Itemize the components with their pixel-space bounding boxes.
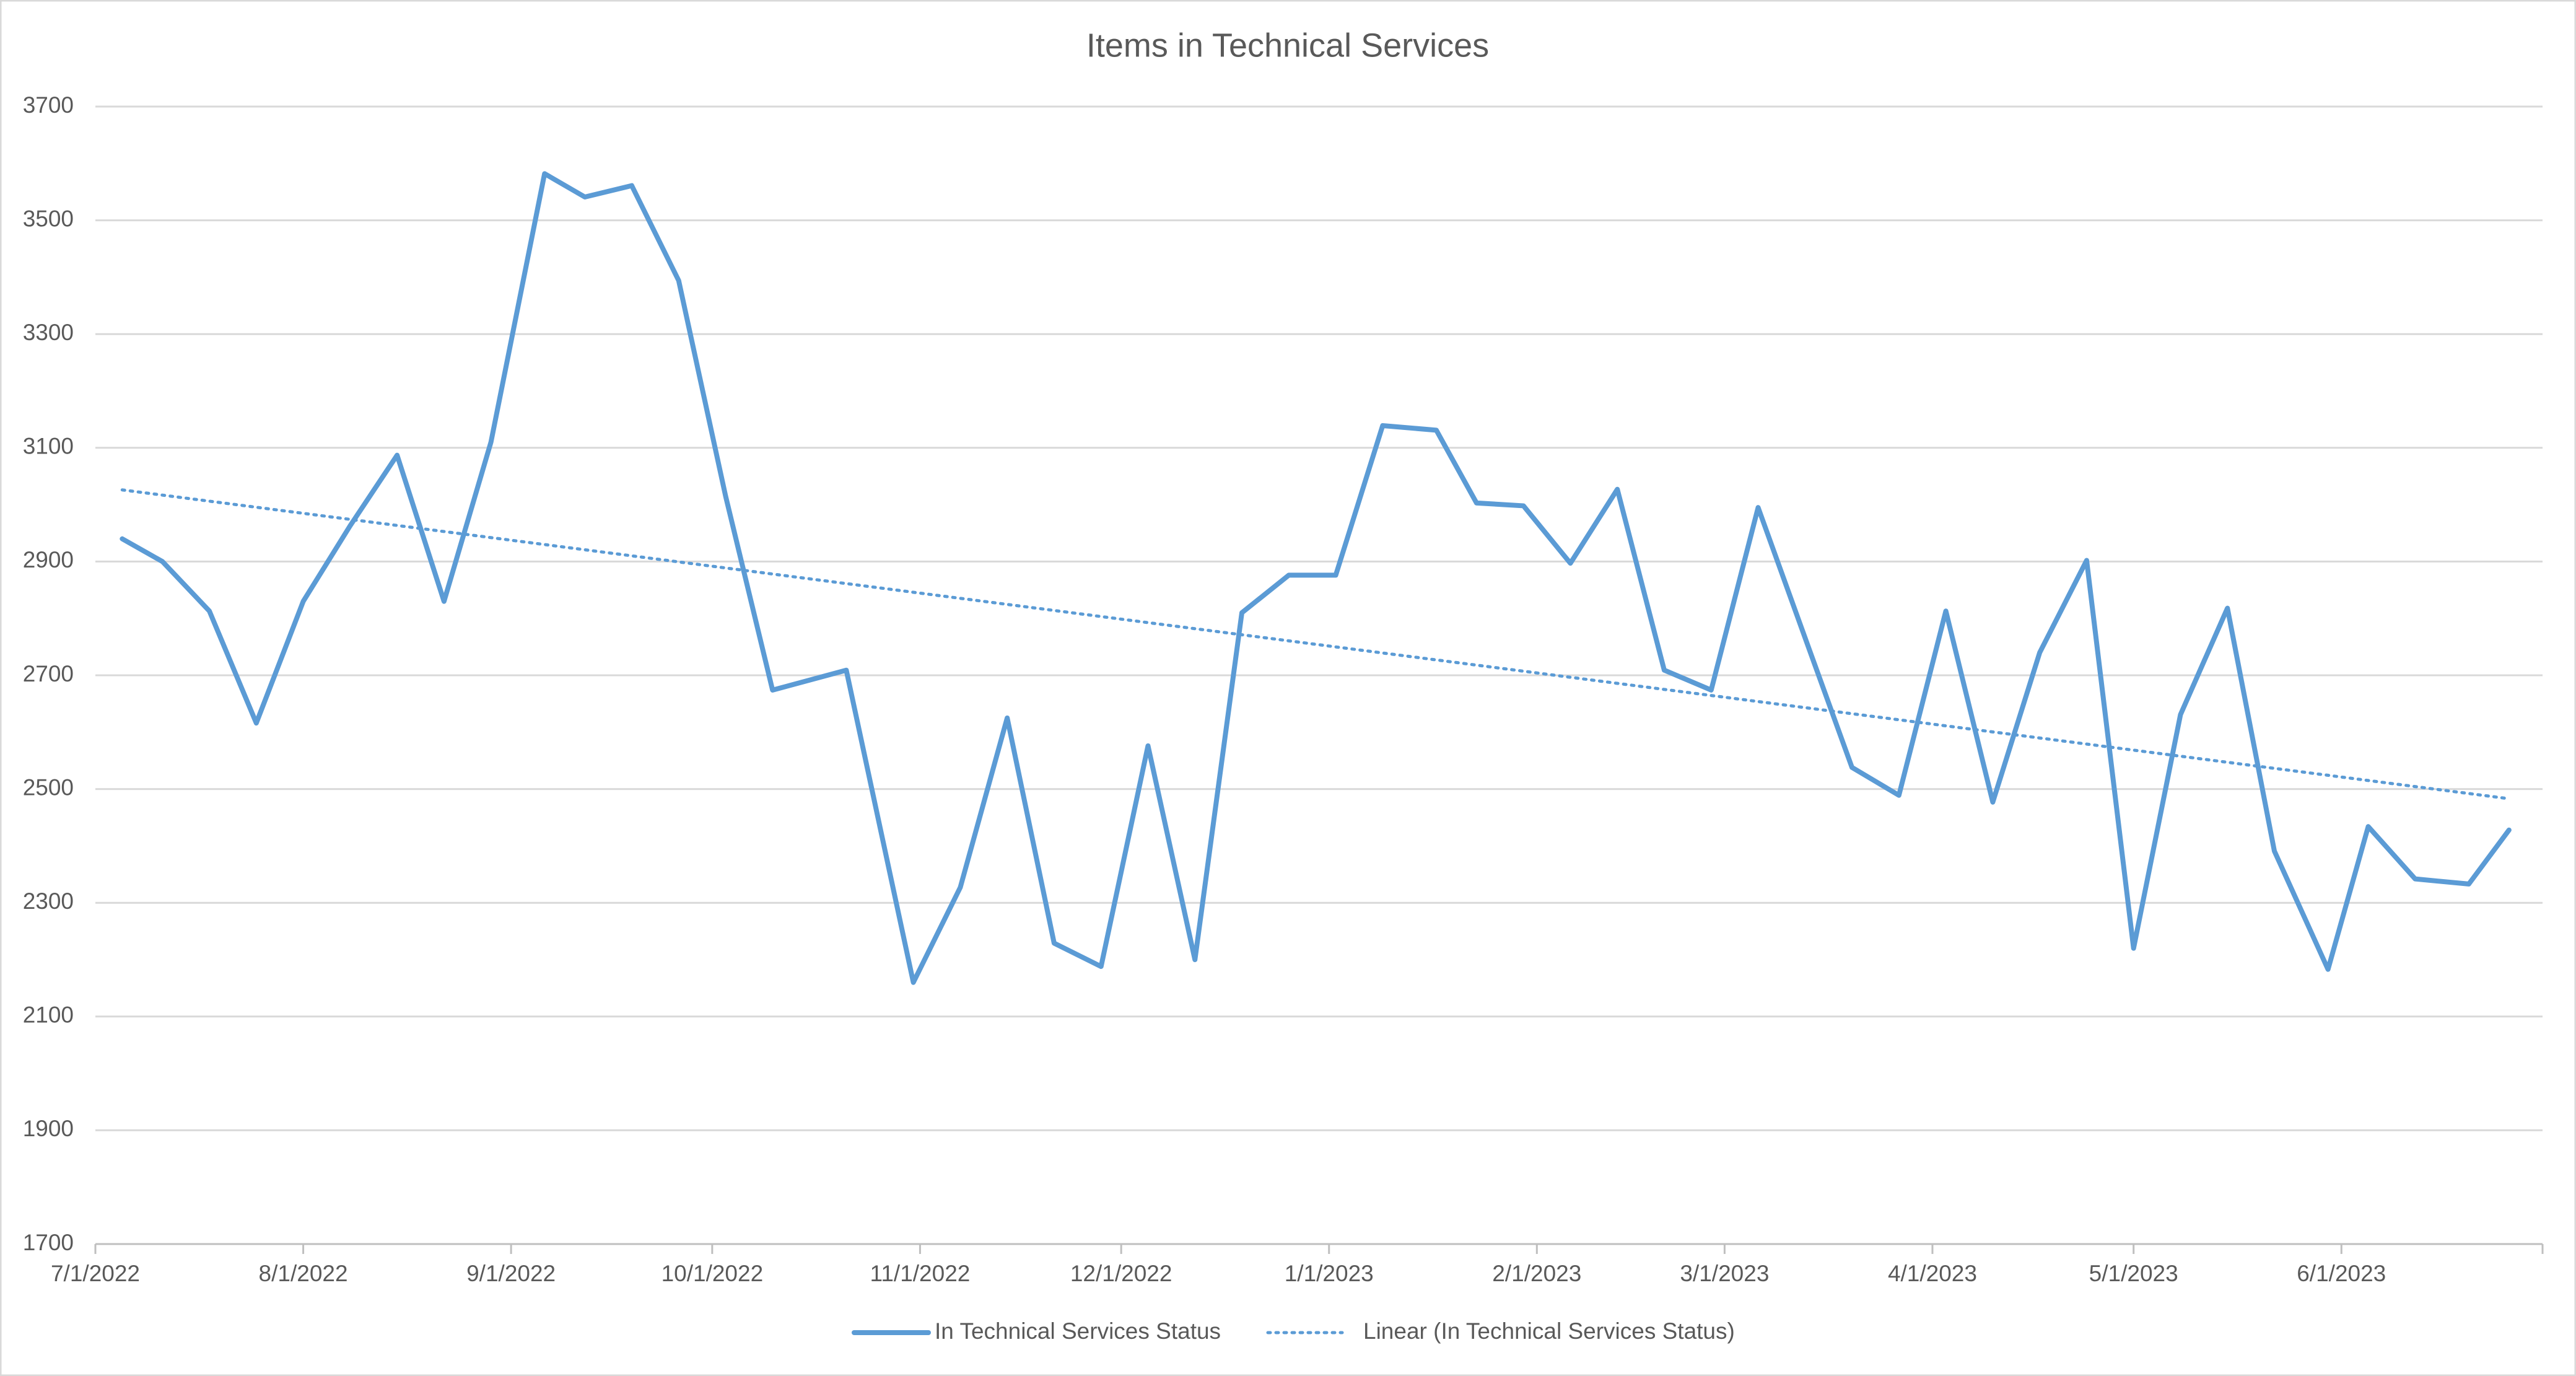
x-tick-label: 3/1/2023 [1680,1261,1769,1286]
x-tick-label: 8/1/2022 [259,1261,348,1286]
y-tick-label: 1700 [23,1230,74,1255]
chart-title: Items in Technical Services [1086,27,1489,64]
y-tick-label: 2500 [23,774,74,800]
y-tick-label: 2100 [23,1002,74,1028]
x-tick-label: 4/1/2023 [1888,1261,1977,1286]
x-tick-label: 11/1/2022 [870,1261,971,1286]
x-tick-label: 1/1/2023 [1285,1261,1374,1286]
y-tick-label: 3300 [23,320,74,345]
y-tick-label: 2300 [23,888,74,914]
y-tick-label: 3100 [23,434,74,459]
trend-line [120,488,2511,800]
y-tick-label: 2700 [23,661,74,686]
x-tick-label: 2/1/2023 [1492,1261,1581,1286]
x-tick-label: 12/1/2022 [1070,1261,1172,1286]
x-tick-label: 5/1/2023 [2089,1261,2178,1286]
x-tick-label: 9/1/2022 [466,1261,556,1286]
y-tick-label: 2900 [23,547,74,572]
x-tick-label: 10/1/2022 [661,1261,764,1286]
x-tick-label: 6/1/2023 [2297,1261,2386,1286]
legend-label: Linear (In Technical Services Status) [1363,1318,1735,1344]
y-tick-label: 3700 [23,92,74,118]
legend-label: In Technical Services Status [935,1318,1221,1344]
y-tick-label: 1900 [23,1116,74,1141]
y-tick-label: 3500 [23,206,74,231]
data-line [120,171,2512,985]
x-tick-label: 7/1/2022 [51,1261,140,1286]
